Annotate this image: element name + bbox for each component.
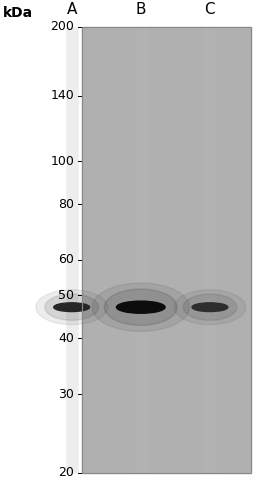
Text: B: B <box>135 2 146 17</box>
Text: 60: 60 <box>58 253 74 266</box>
Text: 200: 200 <box>50 20 74 33</box>
Ellipse shape <box>45 294 99 320</box>
Ellipse shape <box>92 283 189 332</box>
Text: 30: 30 <box>58 388 74 400</box>
Ellipse shape <box>116 301 165 313</box>
Text: A: A <box>67 2 77 17</box>
Text: 140: 140 <box>50 90 74 102</box>
Bar <box>82 27 251 473</box>
Ellipse shape <box>192 303 228 311</box>
Ellipse shape <box>36 290 108 325</box>
Text: 20: 20 <box>58 466 74 479</box>
Text: kDa: kDa <box>3 5 33 20</box>
Text: 40: 40 <box>58 332 74 345</box>
Text: 80: 80 <box>58 198 74 211</box>
Ellipse shape <box>104 289 177 325</box>
Bar <box>82 27 251 473</box>
Text: 100: 100 <box>50 154 74 167</box>
Text: 50: 50 <box>58 289 74 302</box>
Ellipse shape <box>183 294 237 320</box>
Text: C: C <box>205 2 215 17</box>
Ellipse shape <box>54 303 90 311</box>
Ellipse shape <box>174 290 246 325</box>
